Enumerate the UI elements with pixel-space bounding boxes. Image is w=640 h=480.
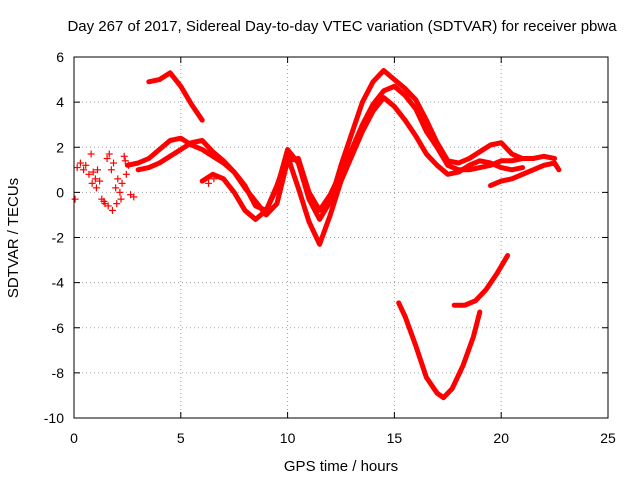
scatter-point <box>96 177 104 185</box>
scatter-point <box>88 179 96 187</box>
x-tick-label: 20 <box>493 430 509 446</box>
x-axis-label: GPS time / hours <box>284 458 398 475</box>
scatter-point <box>107 166 115 174</box>
scatter-point <box>92 184 100 192</box>
data-series <box>124 68 562 401</box>
y-tick-label: 6 <box>56 49 64 65</box>
scatter-point <box>76 159 84 167</box>
scatter-point <box>117 195 125 203</box>
scatter-point <box>113 200 121 208</box>
scatter-point <box>112 184 120 192</box>
scatter-point <box>118 179 126 187</box>
scatter-point <box>91 175 99 183</box>
series-arc-e <box>488 160 562 189</box>
scatter-point <box>82 161 90 169</box>
x-tick-label: 5 <box>177 430 185 446</box>
plot-frame <box>73 56 609 419</box>
x-tick-label: 15 <box>387 430 403 446</box>
scatter-point <box>105 150 113 158</box>
scatter-point <box>210 175 218 183</box>
scatter-point <box>73 164 81 172</box>
scatter-point <box>85 170 93 178</box>
scatter-point <box>124 161 132 169</box>
series-arc-d <box>199 95 526 247</box>
scatter-point <box>108 206 116 214</box>
series-arc-c <box>135 83 558 218</box>
x-tick-label: 25 <box>600 430 616 446</box>
y-tick-label: 4 <box>56 94 64 110</box>
scatter-point <box>122 170 130 178</box>
y-tick-label: -10 <box>44 410 64 426</box>
y-tick-label: -6 <box>52 320 65 336</box>
scatter-point <box>93 166 101 174</box>
scatter-point <box>104 202 112 210</box>
scatter-point <box>110 159 118 167</box>
axis-ticks: 0 5 10 15 20 25 -10 -8 -6 -4 -2 0 2 4 6 <box>44 49 616 446</box>
chart-title: Day 267 of 2017, Sidereal Day-to-day VTE… <box>67 18 617 35</box>
scatter-point <box>121 157 129 165</box>
y-tick-label: 2 <box>56 139 64 155</box>
grid-lines <box>74 57 608 418</box>
series-arc-g <box>451 253 511 308</box>
scatter-points <box>71 150 218 214</box>
series-arc-a <box>146 70 205 123</box>
scatter-point <box>103 155 111 163</box>
scatter-point <box>205 179 213 187</box>
series-arc-f <box>396 300 483 401</box>
scatter-point <box>87 150 95 158</box>
scatter-point <box>116 188 124 196</box>
y-tick-label: -8 <box>52 365 65 381</box>
scatter-point <box>114 175 122 183</box>
scatter-point <box>120 152 128 160</box>
x-tick-label: 10 <box>280 430 296 446</box>
scatter-point <box>130 193 138 201</box>
scatter-point <box>80 166 88 174</box>
y-tick-label: -4 <box>52 275 65 291</box>
x-tick-label: 0 <box>70 430 78 446</box>
y-tick-label: -2 <box>52 230 65 246</box>
series-arc-b <box>124 68 526 222</box>
y-tick-label: 0 <box>56 184 64 200</box>
scatter-point <box>71 195 79 203</box>
scatter-point <box>89 168 97 176</box>
y-axis-label: SDTVAR / TECUs <box>5 178 22 298</box>
